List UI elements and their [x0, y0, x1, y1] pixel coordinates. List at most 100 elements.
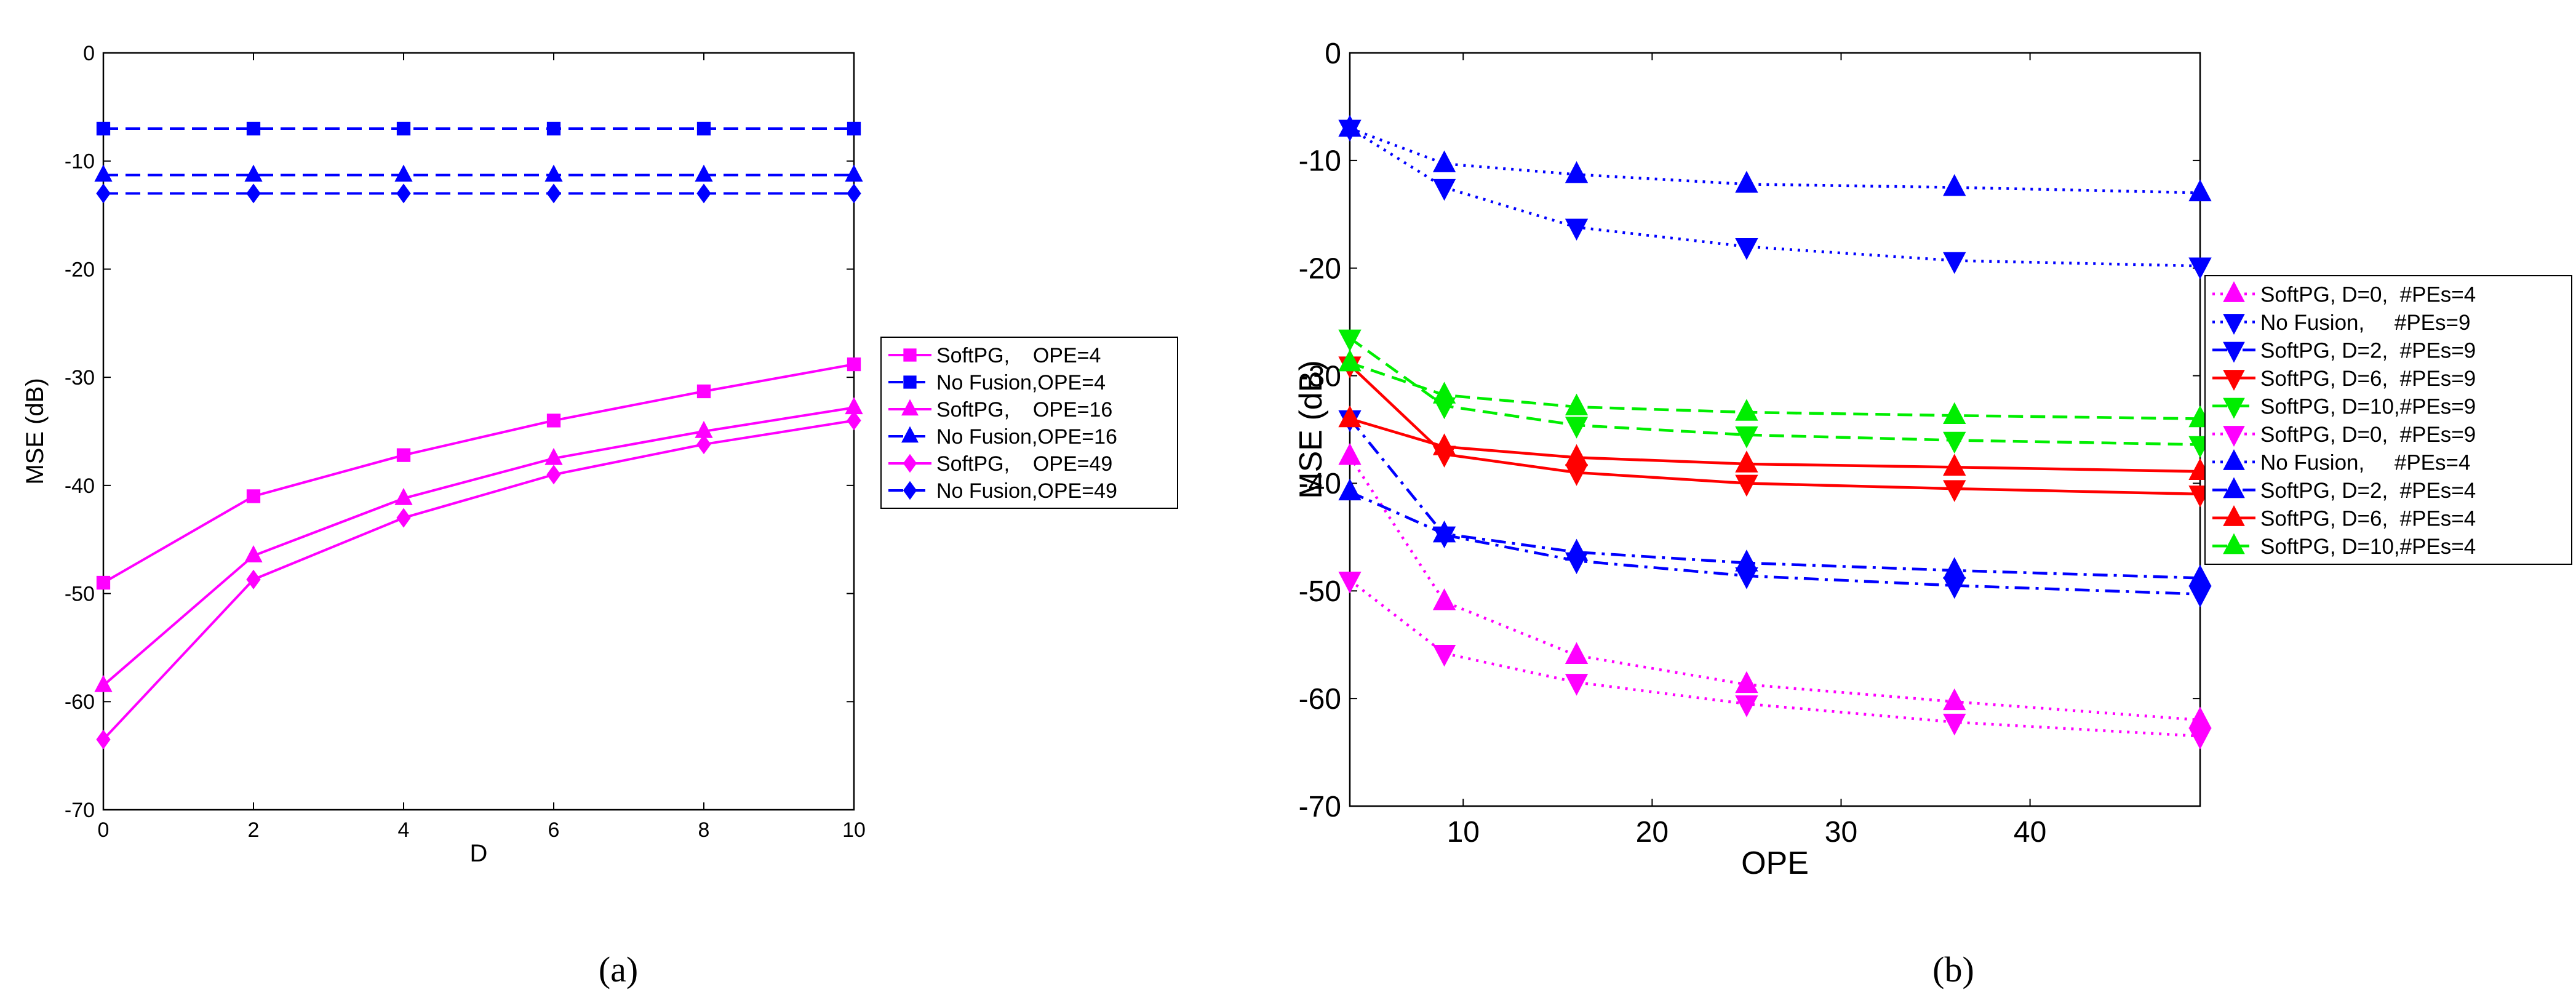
data-point: [1432, 178, 1456, 201]
y-tick-label: -60: [65, 690, 95, 714]
plot-area: [102, 52, 855, 811]
data-point: [1943, 577, 1966, 599]
series-1: [1338, 119, 2212, 279]
legend-item: No Fusion, #PEs=9: [2212, 311, 2470, 335]
series-7: [1338, 478, 2212, 587]
legend-marker: [2223, 314, 2245, 335]
legend-marker: [901, 426, 919, 443]
data-point: [394, 164, 413, 182]
data-point: [1565, 444, 1589, 466]
y-tick-label: 0: [83, 42, 95, 65]
data-point: [1338, 478, 1362, 501]
data-point: [544, 164, 563, 182]
data-point: [1943, 557, 1966, 579]
data-point: [96, 729, 111, 749]
data-point: [246, 569, 261, 589]
data-point: [1735, 450, 1758, 473]
data-point: [1338, 349, 1362, 372]
data-point: [847, 410, 861, 431]
legend-item: SoftPG, D=2, #PEs=9: [2212, 338, 2476, 363]
legend-item: SoftPG, D=10,#PEs=9: [2212, 394, 2476, 419]
data-point: [1735, 474, 1758, 497]
data-point: [546, 183, 561, 204]
data-point: [96, 183, 111, 204]
y-tick-label: -10: [65, 150, 95, 174]
legend-item: SoftPG, D=6, #PEs=4: [2212, 505, 2476, 530]
data-point: [1565, 417, 1589, 439]
legend-label: No Fusion,OPE=16: [936, 425, 1117, 449]
data-point: [1735, 671, 1758, 693]
legend-label: SoftPG, D=6, #PEs=9: [2260, 367, 2476, 391]
y-tick-label: -10: [1299, 145, 1341, 178]
data-point: [244, 545, 263, 562]
legend-marker: [901, 399, 919, 416]
data-point: [1565, 393, 1589, 416]
legend-box: [880, 337, 1178, 509]
legend-item: SoftPG, D=2, #PEs=4: [2212, 477, 2476, 503]
legend-label: SoftPG, OPE=4: [936, 344, 1101, 367]
legend-marker: [2223, 477, 2245, 498]
data-point: [94, 164, 113, 182]
data-point: [1735, 238, 1758, 260]
x-tick-label: 2: [248, 818, 260, 842]
legend-label: SoftPG, OPE=16: [936, 398, 1112, 422]
legend-marker: [2223, 342, 2245, 363]
data-point: [1432, 433, 1456, 455]
y-tick-label: -20: [65, 258, 95, 281]
data-point: [1338, 114, 1362, 137]
data-point: [1565, 218, 1589, 241]
y-tick-label: -70: [65, 799, 95, 822]
y-tick-label: -50: [1299, 575, 1341, 608]
x-tick-label: 0: [98, 818, 110, 842]
legend-label: SoftPG, D=2, #PEs=4: [2260, 479, 2476, 503]
legend-label: No Fusion, #PEs=9: [2260, 311, 2470, 335]
series-line: [1349, 418, 2201, 596]
data-point: [1565, 464, 1589, 486]
data-point: [96, 575, 111, 590]
data-point: [246, 489, 261, 503]
data-point: [1432, 644, 1456, 667]
series-4: [96, 410, 861, 749]
data-point: [1943, 174, 1966, 196]
series-0: [1338, 443, 2212, 729]
data-point: [1565, 642, 1589, 664]
legend-marker: [2223, 370, 2245, 391]
series-line: [1349, 490, 2201, 580]
legend-label: SoftPG, D=10,#PEs=9: [2260, 394, 2476, 418]
data-point: [1735, 170, 1758, 193]
data-point: [2188, 257, 2212, 279]
legend-item: SoftPG, OPE=4: [888, 344, 1101, 367]
panel-b: 0 -10 -20 -30 -40 -50 -60 -70 10 20 30 40 OPE MSE (dB…: [1293, 38, 2572, 989]
panel-caption: (b): [1932, 949, 1974, 989]
legend-item: SoftPG, D=6, #PEs=9: [2212, 367, 2476, 391]
y-tick-label: -40: [1299, 468, 1341, 500]
series-2: [1338, 410, 2212, 608]
plot-area: [1349, 52, 2201, 807]
data-point: [396, 508, 411, 528]
y-axis-label: MSE (dB): [1293, 360, 1329, 498]
legend-label: SoftPG, OPE=49: [936, 452, 1112, 476]
data-point: [1735, 399, 1758, 421]
legend: SoftPG, D=0, #PEs=4 No Fusion, #PEs=9 Soft…: [2204, 275, 2572, 565]
legend-label: SoftPG, D=0, #PEs=4: [2260, 282, 2476, 306]
legend-item: SoftPG, OPE=16: [888, 398, 1112, 422]
legend-marker: [2223, 281, 2245, 302]
data-point: [396, 448, 411, 462]
data-point: [1432, 382, 1456, 404]
legend-marker: [903, 481, 917, 500]
legend-label: No Fusion,OPE=49: [936, 479, 1117, 503]
legend-marker: [903, 375, 917, 389]
data-point: [1943, 688, 1966, 711]
legend-item: No Fusion, #PEs=4: [2212, 449, 2470, 474]
legend-box: [2204, 275, 2572, 565]
y-tick-label: 0: [1325, 38, 1341, 70]
x-tick-label: 40: [2014, 816, 2046, 849]
y-axis-label: MSE (dB): [22, 378, 49, 484]
data-point: [1565, 674, 1589, 696]
data-point: [1943, 713, 1966, 736]
series-line: [1349, 127, 2201, 268]
data-point: [847, 183, 861, 204]
series-4: [1338, 329, 2212, 458]
